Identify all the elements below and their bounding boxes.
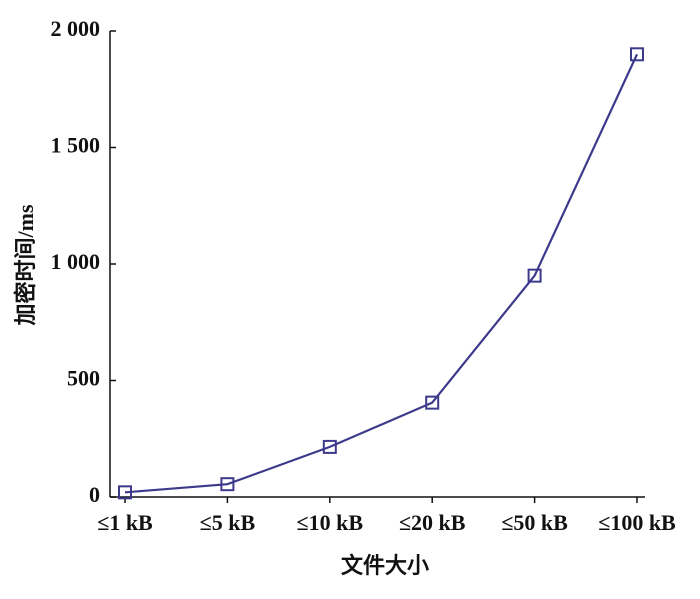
marker	[322, 439, 337, 454]
y-tick-label: 500	[67, 366, 100, 391]
y-tick-label: 0	[89, 482, 100, 507]
x-tick-label: ≤10 kB	[297, 510, 364, 535]
marker	[220, 477, 235, 492]
x-tick-label: ≤100 kB	[598, 510, 676, 535]
y-tick-label: 1 000	[51, 249, 101, 274]
y-tick-label: 2 000	[51, 16, 101, 41]
marker	[630, 47, 644, 62]
y-tick-label: 1 500	[51, 133, 101, 158]
x-tick-label: ≤1 kB	[97, 510, 153, 535]
x-axis-title: 文件大小	[341, 553, 429, 578]
x-tick-label: ≤5 kB	[200, 510, 256, 535]
marker	[425, 395, 440, 410]
data-line	[124, 53, 638, 494]
x-tick-label: ≤20 kB	[399, 510, 466, 535]
y-axis-title: 加密时间/ms	[13, 204, 38, 326]
marker	[118, 485, 132, 500]
marker	[527, 268, 542, 283]
x-tick-label: ≤50 kB	[501, 510, 568, 535]
